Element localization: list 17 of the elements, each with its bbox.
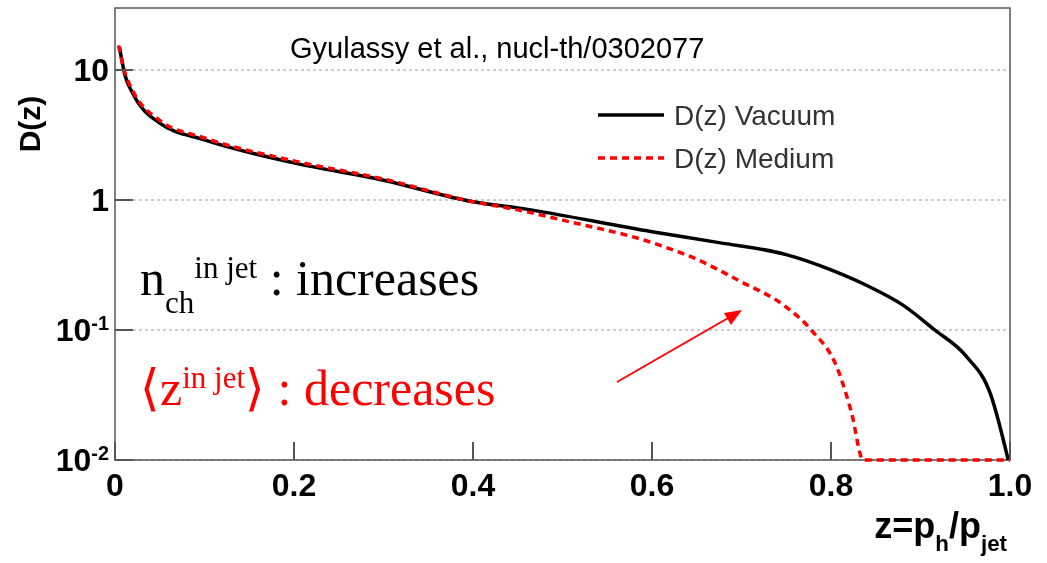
x-tick-label: 0.8	[808, 467, 854, 503]
y-tick-label: 1	[91, 182, 109, 219]
annotation: ⟨z$^{in jet}$⟩ : decreases	[140, 359, 496, 416]
x-tick-label: 0	[106, 467, 124, 503]
y-tick-label: 10$^{-2}$	[55, 442, 109, 478]
legend-label: D(z) Medium	[674, 143, 835, 174]
y-tick-label: 10$^{-1}$	[55, 312, 109, 349]
x-tick-label: 0.6	[629, 467, 675, 503]
y-axis-title: D(z)	[13, 95, 46, 153]
y-tick-label: 10	[73, 52, 109, 89]
annotation: Gyulassy et al., nucl-th/0302077	[290, 32, 705, 64]
x-tick-label: 0.2	[271, 467, 317, 503]
annotation: n$_{ch}$$^{in jet}$ : increases	[140, 249, 480, 320]
legend-label: D(z) Vacuum	[674, 100, 836, 131]
x-tick-label: 0.4	[450, 467, 496, 503]
x-tick-label: 1.0	[987, 467, 1033, 503]
x-axis-title: z=p$_{h}$/p$_{jet}$	[874, 505, 1008, 556]
